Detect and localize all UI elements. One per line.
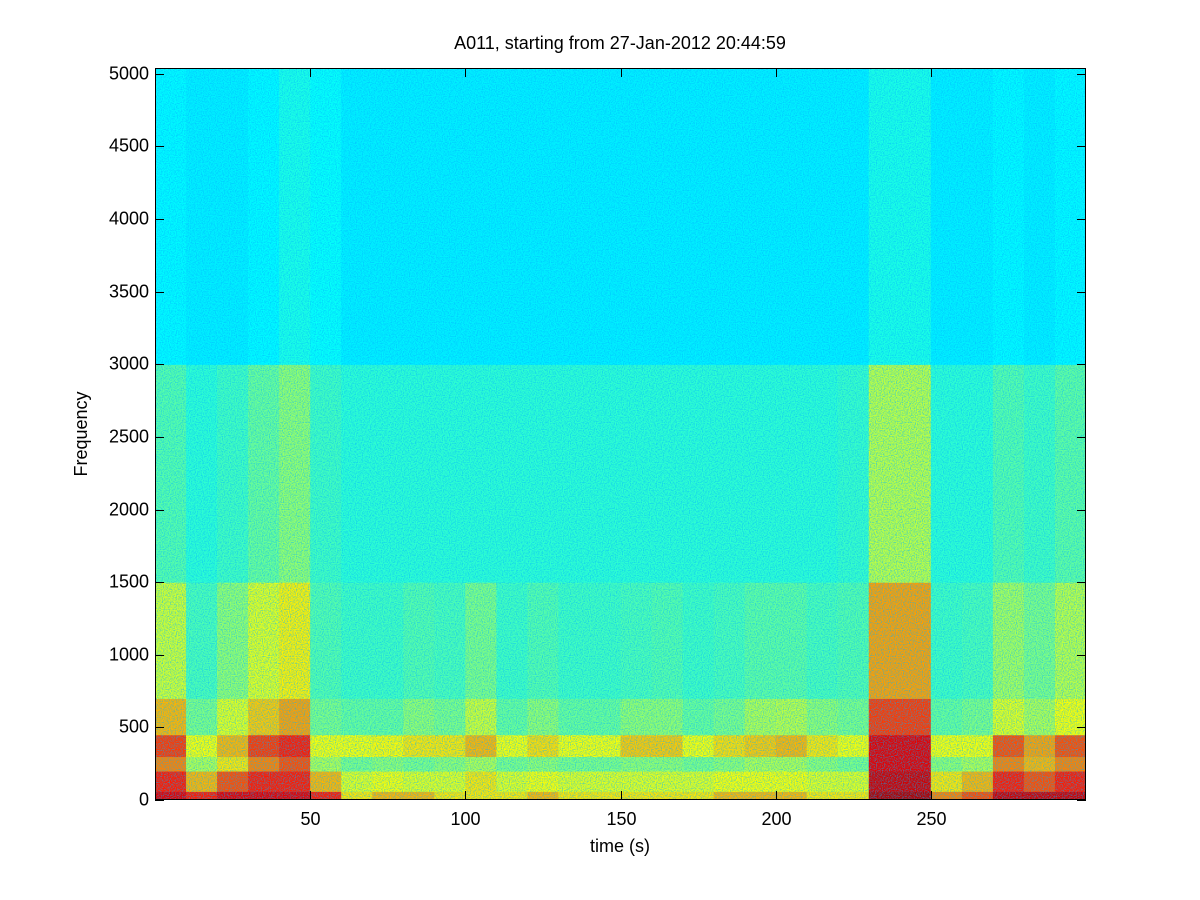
x-tick-label: 250 xyxy=(916,809,946,829)
y-tick-label: 5000 xyxy=(109,63,149,83)
y-tick-label: 500 xyxy=(119,716,149,736)
y-tick-label: 4500 xyxy=(109,135,149,155)
x-tick-label: 150 xyxy=(606,809,636,829)
y-axis-label: Frequency xyxy=(71,391,91,476)
x-axis-label: time (s) xyxy=(590,836,650,856)
y-tick-label: 3500 xyxy=(109,281,149,301)
x-tick-label: 50 xyxy=(300,809,320,829)
x-tick-label: 100 xyxy=(450,809,480,829)
y-tick-label: 2500 xyxy=(109,426,149,446)
x-tick-label: 200 xyxy=(761,809,791,829)
y-tick-label: 2000 xyxy=(109,499,149,519)
y-tick-label: 1500 xyxy=(109,571,149,591)
noise-texture xyxy=(155,68,1086,800)
y-tick-label: 0 xyxy=(139,789,149,809)
y-tick-label: 3000 xyxy=(109,353,149,373)
y-tick-label: 4000 xyxy=(109,208,149,228)
chart-title: A011, starting from 27-Jan-2012 20:44:59 xyxy=(454,33,786,53)
y-tick-label: 1000 xyxy=(109,644,149,664)
axes-box xyxy=(155,68,1086,800)
